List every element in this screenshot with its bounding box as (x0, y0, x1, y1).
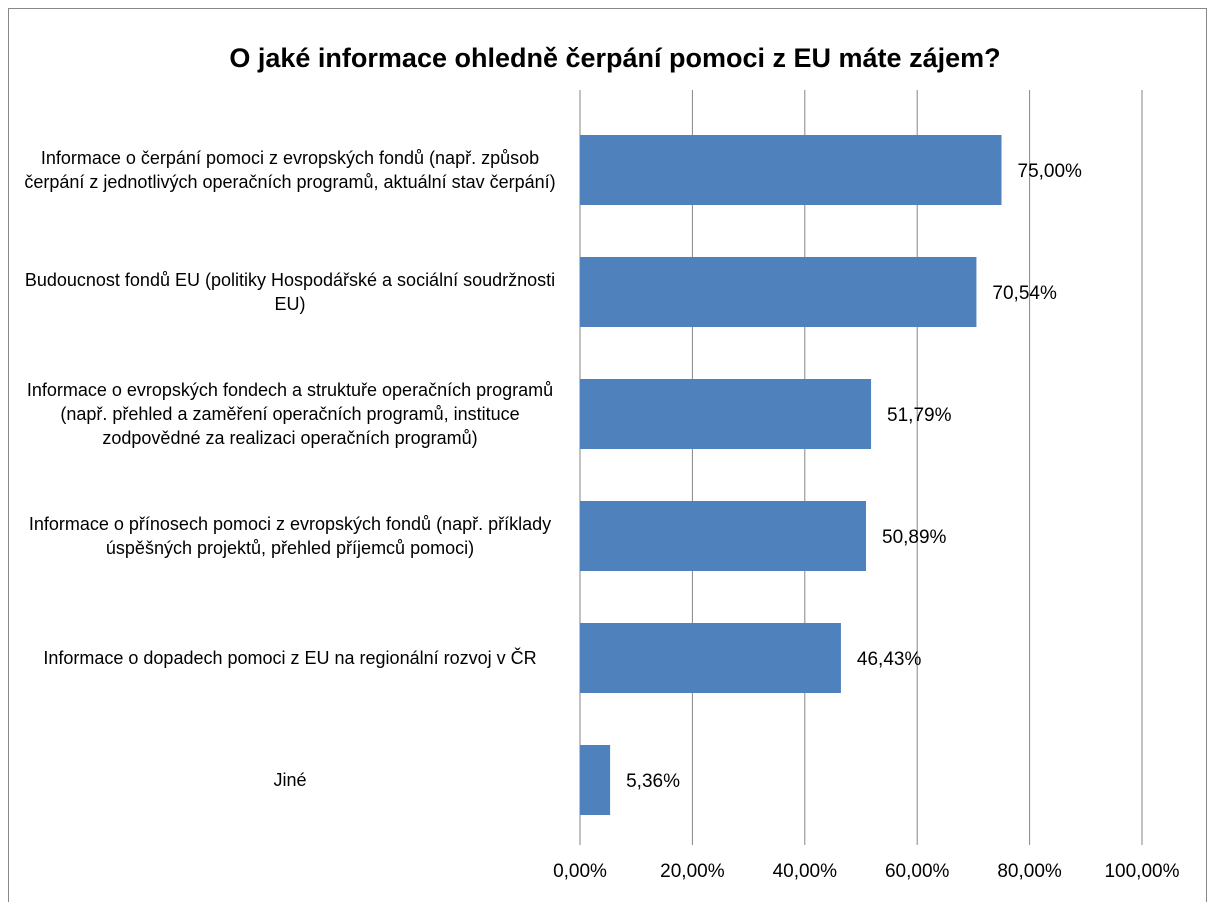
value-label: 46,43% (857, 649, 922, 670)
x-tick-label: 100,00% (1104, 861, 1179, 882)
bar (580, 379, 872, 449)
bar (580, 135, 1002, 205)
x-tick-label: 80,00% (997, 861, 1062, 882)
x-tick-label: 60,00% (885, 861, 950, 882)
y-tick-label: Informace o přínosech pomoci z evropskýc… (28, 514, 552, 558)
x-tick-label: 20,00% (660, 861, 725, 882)
bar (580, 501, 867, 571)
bar (580, 257, 977, 327)
bar (580, 623, 841, 693)
bar (580, 745, 611, 815)
value-label: 70,54% (992, 283, 1057, 304)
value-label: 51,79% (887, 405, 952, 426)
y-tick-label: Informace o čerpání pomoci z evropských … (24, 148, 556, 192)
y-tick-label: Jiné (273, 770, 307, 790)
chart-title: O jaké informace ohledně čerpání pomoci … (229, 43, 1000, 73)
y-tick-label: Budoucnost fondů EU (politiky Hospodářsk… (24, 270, 556, 314)
value-label: 5,36% (626, 771, 680, 792)
value-label: 50,89% (882, 527, 947, 548)
y-tick-label: Informace o evropských fondech a struktu… (26, 380, 554, 448)
value-label: 75,00% (1018, 161, 1083, 182)
x-tick-label: 40,00% (773, 861, 838, 882)
x-tick-label: 0,00% (553, 861, 607, 882)
y-tick-label: Informace o dopadech pomoci z EU na regi… (43, 648, 537, 668)
